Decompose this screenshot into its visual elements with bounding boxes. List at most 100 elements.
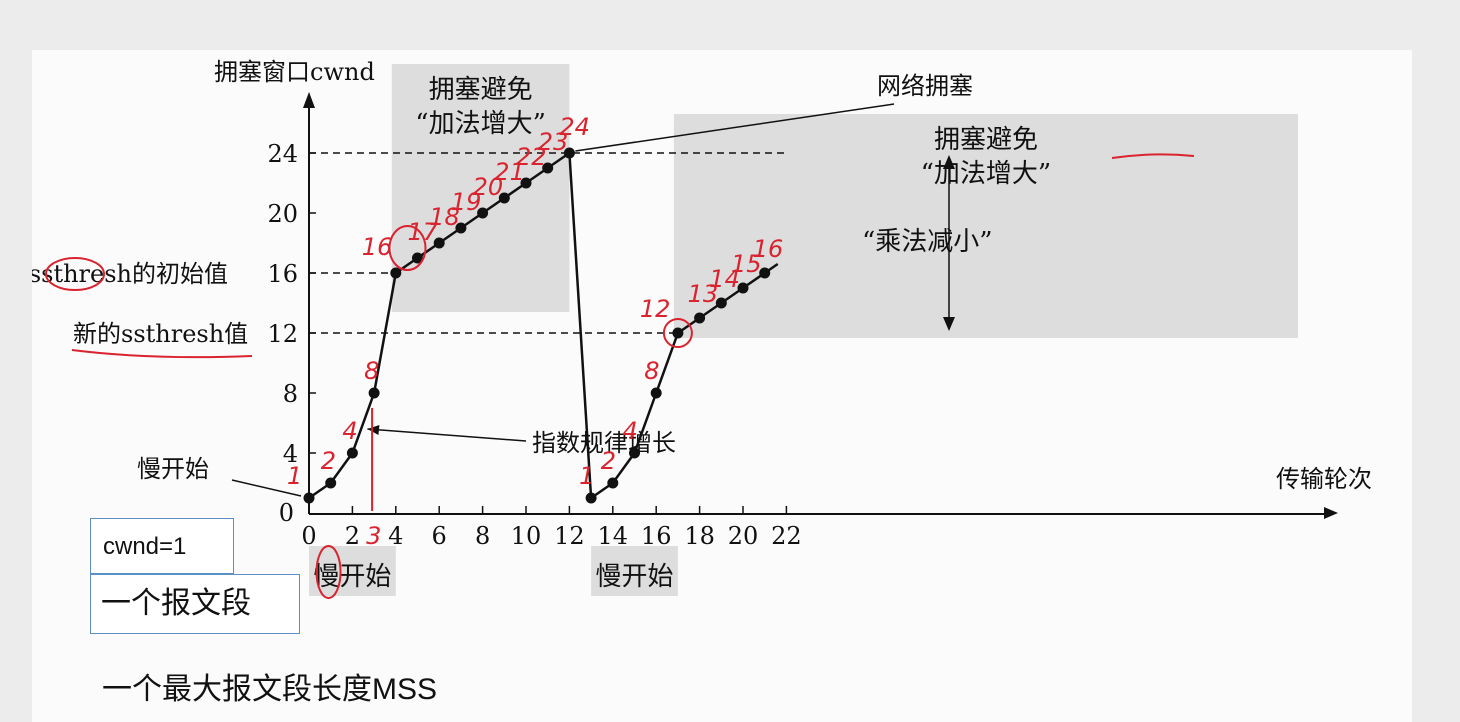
congestion-avoidance-box [391,64,570,312]
cwnd-note-box: cwnd=1 [90,518,234,574]
x-tick-label: 14 [598,522,629,550]
x-tick-label: 2 [345,522,360,550]
congestion-pointer [575,103,895,152]
decrease-arrow-head-up [943,155,955,169]
handwritten-value: 2 [601,447,616,475]
y-axis-title: 拥塞窗口cwnd [214,58,375,86]
cwnd-data-point [629,447,640,459]
congestion-avoidance-box [673,114,1298,338]
handwritten-value: 12 [640,295,671,323]
cwnd-data-point [455,222,467,234]
cwnd-data-point [498,192,510,204]
handwritten-value: 15 [731,250,762,278]
new-ssthresh-label: 新的ssthresh值 [73,320,248,348]
x-tick-label: 12 [554,522,585,550]
multiplicative-decrease-annotation: “乘法减小” [862,227,993,257]
network-congestion-annotation: 网络拥塞 [877,72,973,100]
slow-start-pointer [231,479,302,497]
x-tick-label: 6 [432,522,447,550]
decrease-arrow-head-down [943,317,955,331]
cwnd-data-point [715,297,727,309]
cwnd-data-point [563,147,575,159]
handwritten-value: 1 [579,462,594,490]
handwritten-value: 17 [408,218,439,246]
handwritten-circle [315,545,342,599]
handwritten-value: 18 [429,203,460,231]
x-tick-label: 0 [301,522,316,550]
exponential-pointer-arrow [367,425,380,435]
cwnd-data-point [433,237,445,249]
handwritten-value: 19 [451,188,482,216]
handwritten-value: 8 [364,357,379,385]
handwritten-underline [1111,153,1195,159]
cwnd-data-point [477,207,489,219]
handwritten-tick-mark: 3 [366,522,381,550]
exponential-growth-annotation: 指数规律增长 [532,429,676,457]
handwritten-value: 4 [342,417,357,445]
x-tick-label: 8 [475,522,490,550]
y-tick-label: 4 [283,440,298,468]
handwritten-value: 22 [516,143,547,171]
handwritten-circle [45,257,105,291]
slow-start-region-box [309,546,396,596]
cwnd-data-point [346,447,358,459]
slow-start-region-box [591,546,678,596]
handwritten-value: 16 [753,235,784,263]
cwnd-data-point [694,312,706,324]
initial-ssthresh-label: ssthresh的初始值 [32,260,228,288]
congestion-avoidance-subtitle: “加法增大” [415,109,546,139]
exponential-pointer [367,428,527,442]
x-tick-label: 4 [388,522,403,550]
y-tick-label: 8 [283,380,298,408]
x-tick-label: 20 [728,522,759,550]
slow-start-region-label: 慢开始 [313,562,391,592]
y-tick-label: 0 [279,499,294,527]
handwritten-underline [71,349,253,359]
x-tick-label: 22 [771,522,802,550]
cwnd-data-point [412,252,423,264]
segment-note-box: 一个报文段 [90,574,300,634]
cwnd-data-point [672,327,684,339]
mss-caption: 一个最大报文段长度MSS [102,673,438,706]
handwritten-circle [388,225,427,271]
handwritten-value: 1 [287,462,302,490]
handwritten-value: 4 [623,417,638,445]
handwritten-value: 2 [321,447,336,475]
handwritten-circle [662,318,693,348]
y-tick-label: 12 [267,320,298,348]
cwnd-data-point [542,162,554,174]
handwritten-value: 21 [494,158,525,186]
congestion-avoidance-title: 拥塞避免 [934,125,1038,155]
y-axis-arrow [303,92,315,108]
cwnd-data-point [520,177,532,189]
handwritten-value: 13 [688,280,719,308]
congestion-avoidance-subtitle: “加法增大” [921,159,1052,189]
y-tick-label: 16 [267,260,298,288]
slow-start-annotation: 慢开始 [137,455,209,483]
handwritten-value: 24 [559,113,590,141]
handwritten-value: 8 [644,357,659,385]
congestion-avoidance-title: 拥塞避免 [429,75,533,105]
slow-start-region-label: 慢开始 [595,562,673,592]
cwnd-data-point [759,267,771,279]
handwritten-value: 20 [473,173,504,201]
cwnd-data-point [325,477,337,489]
y-tick-label: 24 [267,140,298,168]
x-tick-label: 18 [684,522,715,550]
cwnd-data-point [585,492,597,504]
cwnd-data-point [303,492,315,504]
x-tick-label: 10 [511,522,542,550]
x-tick-label: 16 [641,522,672,550]
cwnd-data-point [607,477,619,489]
cwnd-data-point [650,387,662,399]
cwnd-data-point [368,387,380,399]
cwnd-data-point [390,267,402,279]
handwritten-value: 14 [709,265,740,293]
x-axis-title: 传输轮次 [1276,465,1372,493]
handwritten-value: 16 [362,233,393,261]
x-axis-arrow [1324,507,1338,519]
y-tick-label: 20 [267,200,298,228]
handwritten-value: 23 [538,128,569,156]
cwnd-data-point [737,282,749,294]
